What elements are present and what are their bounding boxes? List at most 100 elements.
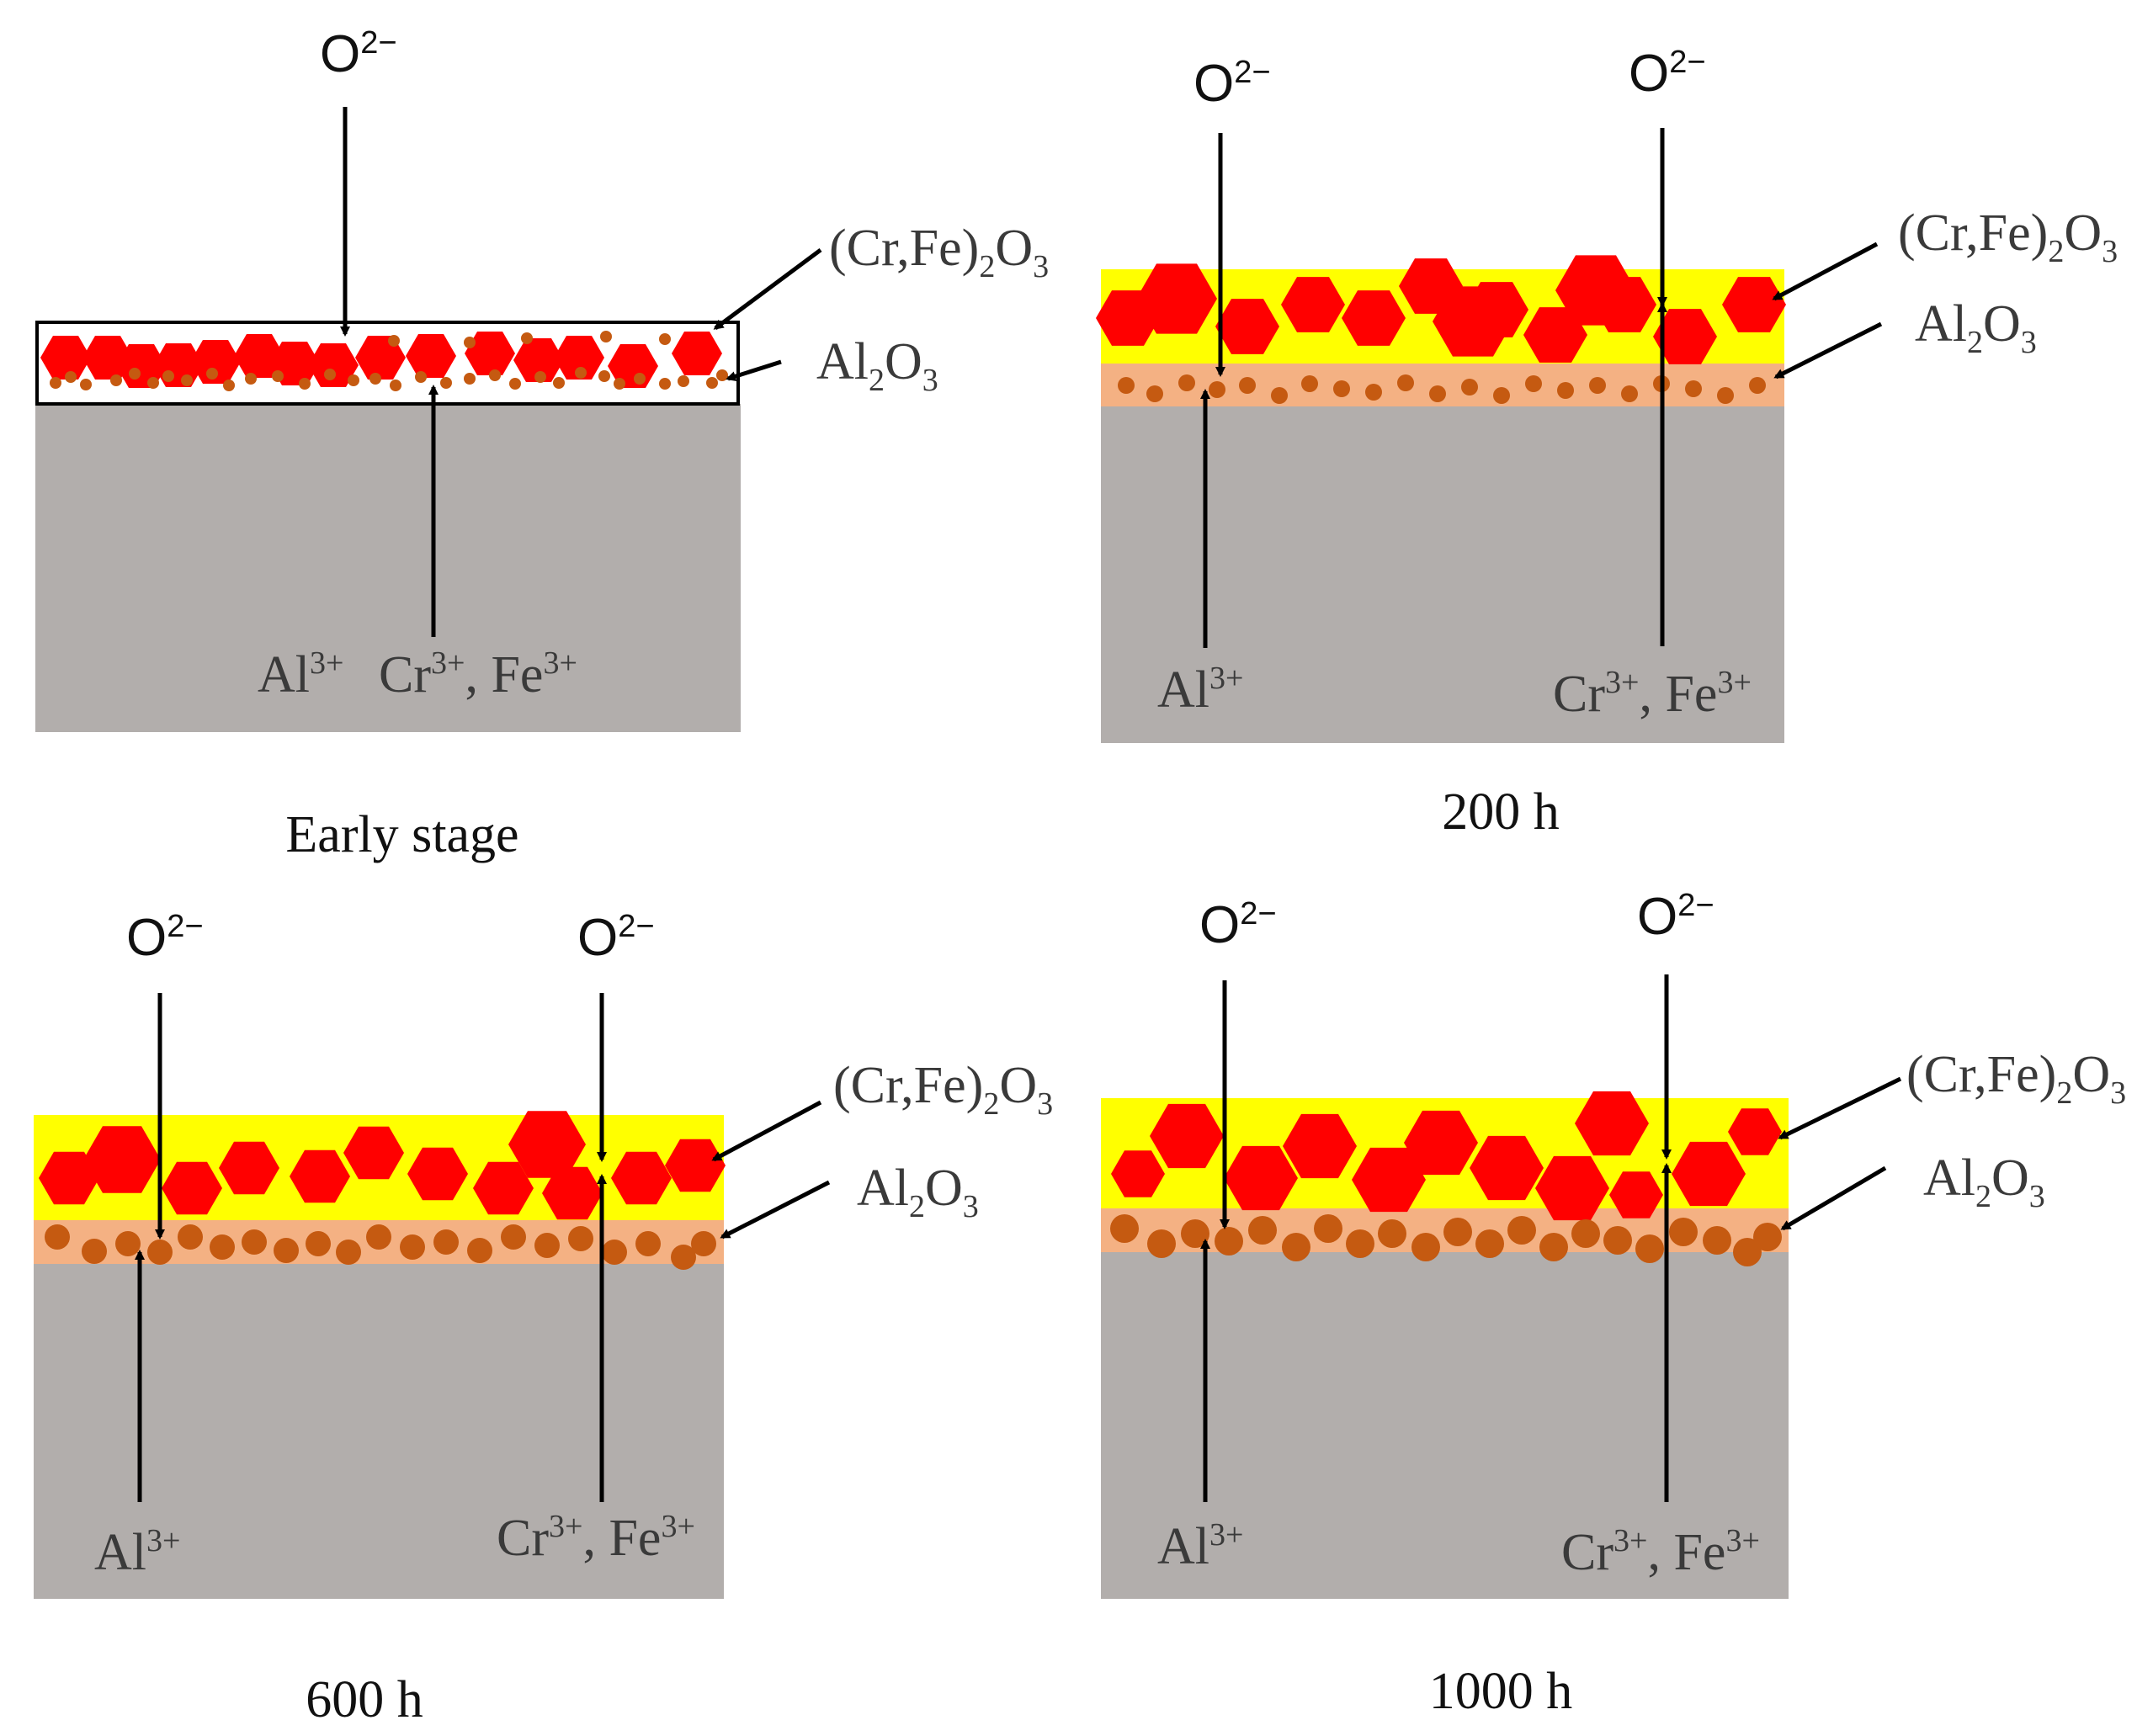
alumina-particle bbox=[706, 377, 718, 389]
alumina-pointer bbox=[1773, 321, 1883, 380]
alumina-particle bbox=[659, 378, 671, 390]
chromia-pointer bbox=[1772, 242, 1879, 301]
alumina-particle bbox=[147, 377, 159, 389]
chromia-grain bbox=[608, 344, 658, 388]
alumina-particles bbox=[45, 1224, 716, 1270]
alumina-particle bbox=[598, 370, 610, 382]
oxygen-label-right: O2− bbox=[577, 909, 655, 967]
alumina-pointer bbox=[720, 1180, 831, 1240]
alumina-particle bbox=[80, 379, 92, 390]
alumina-particle bbox=[1571, 1219, 1600, 1248]
alumina-particle bbox=[178, 1224, 203, 1250]
chromia-grain bbox=[355, 336, 406, 380]
chromia-grain bbox=[1215, 299, 1279, 354]
al-ion-label: Al3+ bbox=[1157, 1517, 1243, 1575]
alumina-particle bbox=[534, 371, 546, 383]
alumina-particle bbox=[210, 1234, 235, 1260]
alumina-particle bbox=[115, 1231, 141, 1256]
alumina-particle bbox=[1110, 1214, 1139, 1243]
al-ion-label: Al3+ bbox=[94, 1523, 180, 1581]
chromia-grain bbox=[1342, 290, 1406, 346]
alumina-particle bbox=[400, 1234, 425, 1260]
panel-caption: Early stage bbox=[285, 806, 518, 863]
alumina-particle bbox=[1557, 382, 1574, 399]
substrate bbox=[34, 1264, 724, 1599]
chromia-grain bbox=[1352, 1147, 1426, 1213]
chromia-grain bbox=[1535, 1155, 1609, 1221]
chromia-label: (Cr,Fe)2O3 bbox=[1906, 1046, 2126, 1111]
chromia-grain bbox=[343, 1126, 404, 1180]
alumina-particle bbox=[206, 368, 218, 380]
alumina-particle bbox=[1333, 380, 1350, 397]
alumina-particle bbox=[1248, 1216, 1277, 1245]
alumina-particle bbox=[1378, 1219, 1406, 1248]
alumina-particle bbox=[678, 375, 689, 387]
panel-caption: 200 h bbox=[1442, 783, 1560, 841]
chromia-grain bbox=[1136, 263, 1217, 334]
alumina-particle bbox=[1525, 375, 1542, 392]
chromia-label: (Cr,Fe)2O3 bbox=[829, 220, 1049, 284]
chromia-label: (Cr,Fe)2O3 bbox=[1898, 204, 2118, 269]
chromia-grain bbox=[508, 1111, 586, 1178]
alumina-particle bbox=[716, 369, 728, 381]
chromia-grain bbox=[1653, 309, 1717, 364]
alumina-particle bbox=[553, 377, 565, 389]
alumina-particle bbox=[162, 370, 174, 382]
chromia-grain bbox=[665, 1139, 726, 1192]
alumina-particle bbox=[489, 369, 501, 381]
alumina-particle bbox=[223, 380, 235, 391]
alumina-particle bbox=[575, 367, 587, 379]
chromia-grain bbox=[162, 1161, 222, 1215]
alumina-particle bbox=[1346, 1229, 1374, 1258]
chromia-grain bbox=[672, 332, 722, 375]
chromia-grains-large bbox=[1150, 1091, 1746, 1221]
alumina-particle bbox=[1314, 1214, 1342, 1243]
chromia-grain bbox=[1404, 1110, 1478, 1176]
chromia-grain bbox=[1523, 307, 1587, 363]
alumina-particle bbox=[467, 1238, 492, 1263]
chromia-label: (Cr,Fe)2O3 bbox=[833, 1057, 1053, 1122]
alumina-particle bbox=[1365, 384, 1382, 401]
alumina-particle bbox=[45, 1224, 70, 1250]
chromia-grain bbox=[1224, 1145, 1298, 1211]
chromia-grain bbox=[1728, 1108, 1782, 1155]
panel-early-stage: O2− (Cr,Fe)2O3 Al2O3 Al3+ Cr3+, Fe3+ Ear… bbox=[35, 25, 1049, 863]
alumina-particle bbox=[521, 332, 533, 344]
chromia-grain bbox=[407, 1147, 468, 1201]
alumina-particle bbox=[336, 1240, 361, 1265]
chromia-grains bbox=[1111, 1108, 1782, 1218]
alumina-particle bbox=[181, 374, 193, 386]
alumina-particle bbox=[65, 371, 77, 383]
alumina-particles bbox=[1118, 374, 1766, 404]
alumina-particle bbox=[1589, 377, 1606, 394]
oxygen-label-left: O2− bbox=[126, 909, 204, 967]
alumina-particle bbox=[1411, 1233, 1440, 1261]
chromia-grain bbox=[1672, 1141, 1746, 1207]
chromia-grain bbox=[116, 344, 167, 388]
cr-fe-ion-label: Cr3+, Fe3+ bbox=[1561, 1523, 1760, 1581]
alumina-particle bbox=[1271, 387, 1288, 404]
cr-fe-ion-label: Cr3+, Fe3+ bbox=[1553, 665, 1752, 723]
alumina-particle bbox=[464, 337, 476, 348]
chromia-grain bbox=[1470, 1135, 1544, 1201]
chromia-grain bbox=[83, 1126, 161, 1193]
chromia-grains-large bbox=[1136, 255, 1636, 357]
oxygen-label: O2− bbox=[320, 25, 397, 83]
alumina-particle bbox=[1146, 385, 1163, 402]
alumina-particle bbox=[390, 380, 401, 391]
alumina-label: Al2O3 bbox=[1915, 295, 2037, 360]
alumina-particle bbox=[306, 1231, 331, 1256]
alumina-particle bbox=[440, 377, 452, 389]
alumina-particle bbox=[635, 1231, 661, 1256]
alumina-particle bbox=[602, 1240, 627, 1265]
chromia-grain bbox=[290, 1149, 350, 1203]
alumina-particle bbox=[388, 335, 400, 347]
alumina-label: Al2O3 bbox=[1923, 1149, 2045, 1214]
alumina-particles bbox=[50, 331, 728, 391]
alumina-particle bbox=[1118, 377, 1135, 394]
alumina-particle bbox=[1147, 1229, 1176, 1258]
alumina-particle bbox=[242, 1229, 267, 1255]
chromia-grains bbox=[39, 1126, 726, 1220]
chromia-grain bbox=[190, 340, 241, 384]
alumina-particle bbox=[600, 331, 612, 342]
